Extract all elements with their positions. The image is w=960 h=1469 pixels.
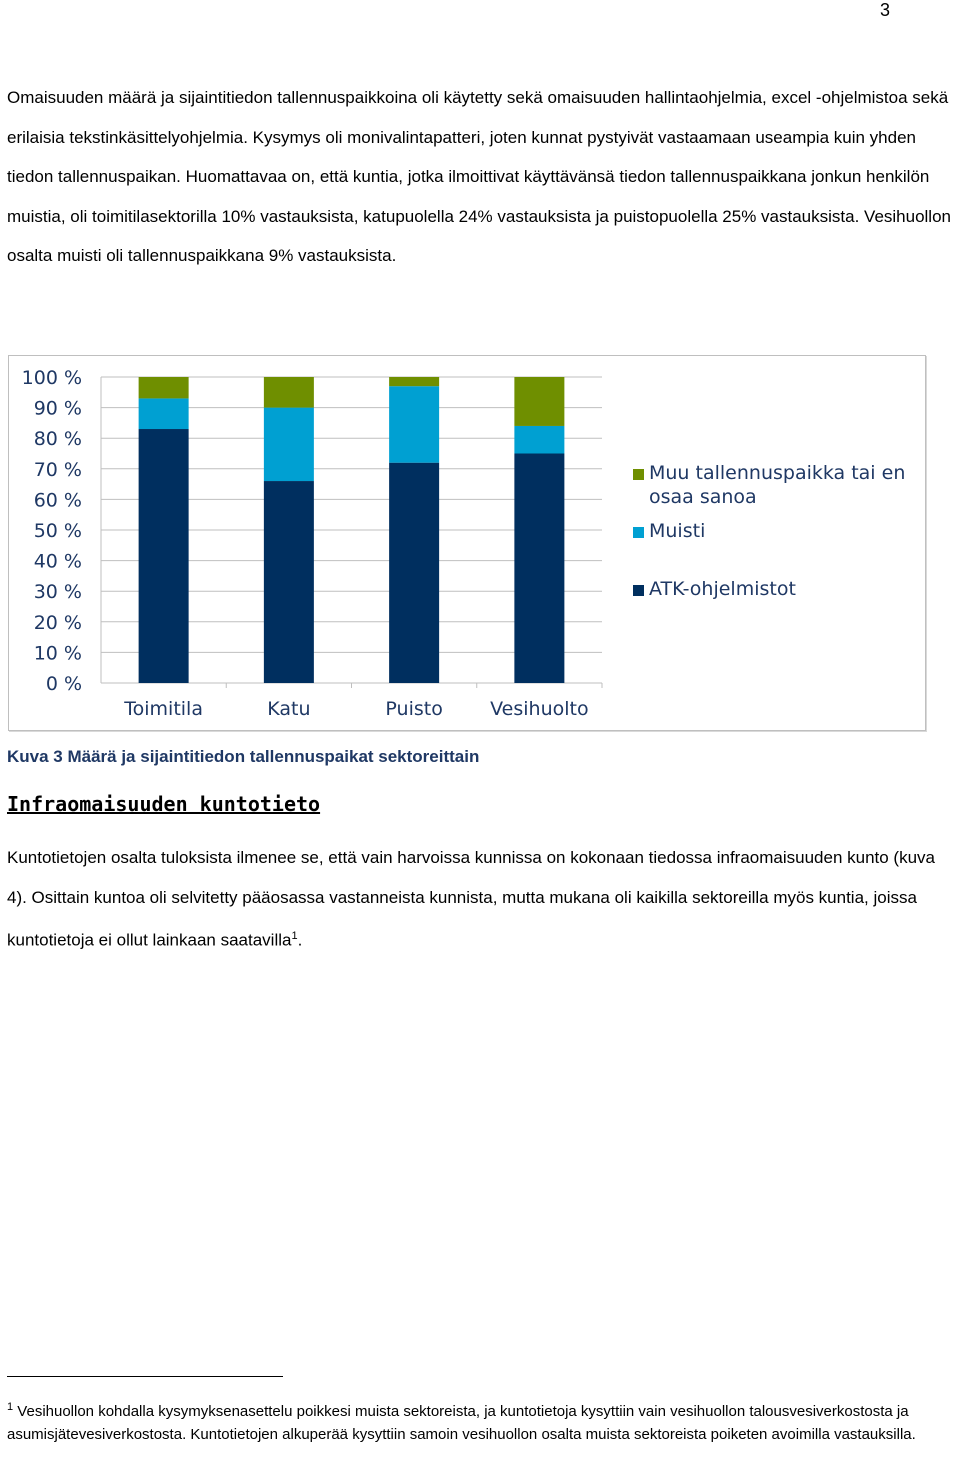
body-paragraph-text: Kuntotietojen osalta tuloksista ilmenee … [7, 848, 936, 950]
bar-segment [263, 407, 314, 482]
body-paragraph-condition: Kuntotietojen osalta tuloksista ilmenee … [7, 838, 957, 960]
legend-label: ATK-ohjelmistot [649, 578, 796, 600]
footnote-reference: 1 [291, 930, 298, 942]
bar-segment [514, 377, 565, 426]
y-tick-label: 30 % [34, 581, 82, 603]
figure-caption: Kuva 3 Määrä ja sijaintitiedon tallennus… [7, 747, 480, 766]
legend-label: Muu tallennuspaikka tai en osaa sanoa [649, 462, 905, 508]
body-paragraph: Omaisuuden määrä ja sijaintitiedon talle… [7, 88, 951, 265]
y-tick-label: 10 % [34, 642, 82, 664]
legend-label: Muisti [649, 520, 705, 542]
stacked-bar-chart: 100 % 90 % 80 % 70 % 60 % 50 % 40 % 30 % 20 % 10 … [8, 355, 926, 731]
bar-segment [138, 398, 189, 430]
legend-swatch [633, 527, 644, 538]
x-category-label: Toimitila [123, 698, 203, 720]
chart-canvas: 100 % 90 % 80 % 70 % 60 % 50 % 40 % 30 % 20 % 10 … [22, 367, 906, 720]
legend-swatch [633, 585, 644, 596]
x-category-label: Puisto [385, 698, 442, 720]
footnote-text: Vesihuollon kohdalla kysymyksenasettelu … [7, 1403, 916, 1443]
footnote-mark: 1 [7, 1401, 14, 1413]
y-tick-label: 0 % [46, 673, 82, 695]
bar-segment [263, 481, 314, 683]
y-tick-label: 100 % [22, 367, 82, 389]
x-category-label: Vesihuolto [490, 698, 588, 720]
y-tick-label: 70 % [34, 459, 82, 481]
paragraph-end: . [297, 930, 303, 950]
legend-swatch [633, 469, 644, 480]
bar-segment [138, 377, 189, 399]
y-tick-label: 80 % [34, 428, 82, 450]
y-tick-label: 90 % [34, 398, 82, 420]
y-tick-label: 50 % [34, 520, 82, 542]
x-category-label: Katu [267, 698, 310, 720]
bar-segment [389, 386, 440, 463]
footnote-separator [7, 1376, 283, 1377]
y-tick-label: 60 % [34, 489, 82, 511]
section-heading: Infraomaisuuden kuntotieto [7, 792, 321, 816]
bar-segment [389, 377, 440, 387]
footnote: 1 Vesihuollon kohdalla kysymyksenasettel… [7, 1396, 952, 1446]
page-number: 3 [880, 0, 891, 20]
y-tick-label: 40 % [34, 551, 82, 573]
bar-segment [514, 425, 565, 454]
bar-segment [263, 377, 314, 408]
bar-segment [389, 462, 440, 683]
bar-segment [138, 429, 189, 683]
bar-segment [514, 453, 565, 683]
y-tick-label: 20 % [34, 612, 82, 634]
